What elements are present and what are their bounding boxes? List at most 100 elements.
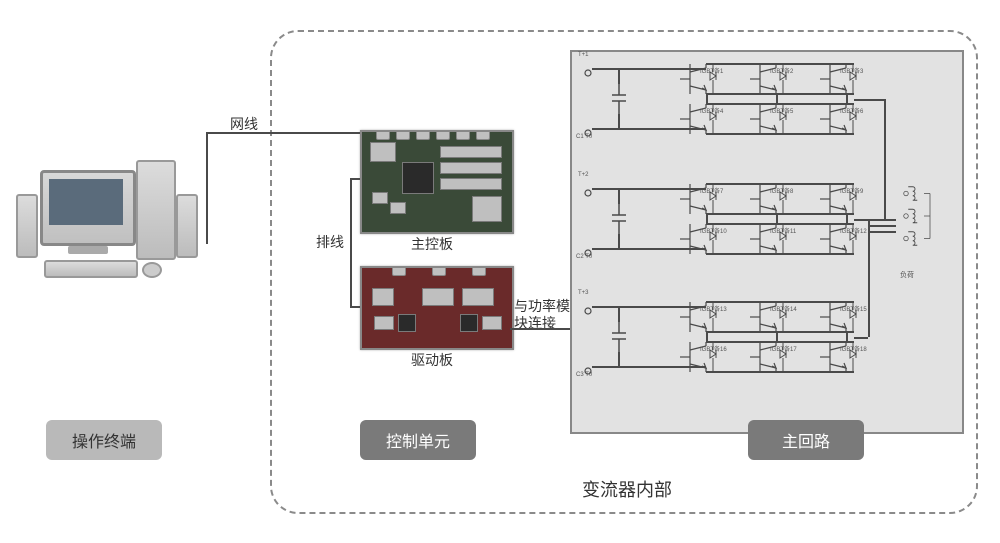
monitor-stand-icon: [68, 246, 108, 254]
connector-icon: [416, 130, 430, 140]
bus-line: [618, 68, 620, 84]
igbt-symbol-icon: IGBT各17: [750, 342, 790, 372]
bus-line: [706, 213, 708, 224]
node-label: C1 T0: [576, 134, 592, 140]
connection-line: [510, 328, 570, 330]
igbt-label: IGBT各3: [840, 66, 863, 75]
bus-line: [776, 93, 778, 104]
connection-line: [206, 132, 208, 244]
control-unit-tag: 控制单元: [360, 420, 476, 460]
bus-line: [706, 301, 854, 303]
bus-line: [592, 188, 706, 190]
igbt-symbol-icon: IGBT各4: [680, 104, 720, 134]
bus-line: [706, 331, 854, 333]
input-node-icon: [584, 302, 592, 310]
drive-board-image: [360, 266, 514, 350]
bus-line: [706, 371, 854, 373]
igbt-label: IGBT各2: [770, 66, 793, 75]
node-label: T+2: [578, 172, 589, 178]
monitor-icon: [40, 170, 136, 246]
connector-icon: [476, 130, 490, 140]
bus-line: [868, 225, 896, 227]
terminal-tag: 操作终端: [46, 420, 162, 460]
bus-line: [776, 213, 778, 224]
chip-icon: [422, 288, 454, 306]
bus-line: [592, 248, 706, 250]
node-label: T+3: [578, 290, 589, 296]
capacitor-icon: [612, 204, 626, 234]
igbt-label: IGBT各10: [700, 226, 727, 235]
bus-line: [884, 99, 886, 220]
chip-icon: [370, 142, 396, 162]
bus-line: [846, 213, 848, 224]
bus-line: [706, 223, 854, 225]
chip-icon: [440, 146, 502, 158]
bus-line: [706, 93, 854, 95]
input-node-icon: [584, 184, 592, 192]
input-node-icon: [584, 64, 592, 72]
igbt-symbol-icon: IGBT各6: [820, 104, 860, 134]
igbt-symbol-icon: IGBT各12: [820, 224, 860, 254]
bus-line: [706, 331, 708, 342]
load-label: 负荷: [900, 270, 914, 280]
bus-line: [618, 188, 620, 204]
bus-line: [706, 103, 854, 105]
main-control-board-image: [360, 130, 514, 234]
pc-tower-icon: [136, 160, 176, 260]
bus-line: [854, 337, 868, 339]
connector-icon: [376, 130, 390, 140]
bus-line: [706, 213, 854, 215]
bus-line: [618, 234, 620, 248]
bus-line: [618, 352, 620, 366]
monitor-screen-icon: [49, 179, 123, 225]
connector-icon: [472, 266, 486, 276]
node-label: C3 T0: [576, 372, 592, 378]
speaker-right-icon: [176, 194, 198, 258]
chip-icon: [440, 178, 502, 190]
igbt-label: IGBT各18: [840, 344, 867, 353]
chip-icon: [472, 196, 502, 222]
bus-line: [618, 306, 620, 322]
igbt-symbol-icon: IGBT各5: [750, 104, 790, 134]
connection-line: [206, 132, 360, 134]
bus-line: [706, 341, 854, 343]
connection-line: [350, 178, 352, 306]
bus-line: [618, 114, 620, 128]
bus-line: [706, 253, 854, 255]
chip-icon: [440, 162, 502, 174]
chip-icon: [460, 314, 478, 332]
igbt-label: IGBT各5: [770, 106, 793, 115]
connector-icon: [456, 130, 470, 140]
control-tag-label: 控制单元: [386, 428, 450, 452]
igbt-symbol-icon: IGBT各8: [750, 184, 790, 214]
igbt-label: IGBT各14: [770, 304, 797, 313]
igbt-label: IGBT各11: [770, 226, 796, 235]
input-node-icon: [584, 244, 592, 252]
connection-line: [350, 178, 360, 180]
connection-line: [350, 306, 360, 308]
bus-line: [706, 183, 854, 185]
bus-line: [868, 220, 870, 337]
igbt-label: IGBT各6: [840, 106, 863, 115]
node-label: T+1: [578, 52, 589, 58]
main-circuit-tag: 主回路: [748, 420, 864, 460]
bus-line: [868, 219, 896, 221]
igbt-symbol-icon: IGBT各9: [820, 184, 860, 214]
igbt-symbol-icon: IGBT各2: [750, 64, 790, 94]
speaker-left-icon: [16, 194, 38, 258]
bus-line: [706, 93, 708, 104]
bus-line: [854, 99, 884, 101]
drive-board-label: 驱动板: [411, 350, 453, 370]
main-board-label: 主控板: [411, 234, 453, 254]
igbt-symbol-icon: IGBT各11: [750, 224, 790, 254]
chip-icon: [398, 314, 416, 332]
chip-icon: [372, 192, 388, 204]
bus-line: [776, 331, 778, 342]
bus-line: [846, 93, 848, 104]
igbt-label: IGBT各16: [700, 344, 727, 353]
chip-icon: [374, 316, 394, 330]
igbt-label: IGBT各15: [840, 304, 867, 313]
bus-line: [592, 366, 706, 368]
mouse-icon: [142, 262, 162, 278]
chip-icon: [372, 288, 394, 306]
